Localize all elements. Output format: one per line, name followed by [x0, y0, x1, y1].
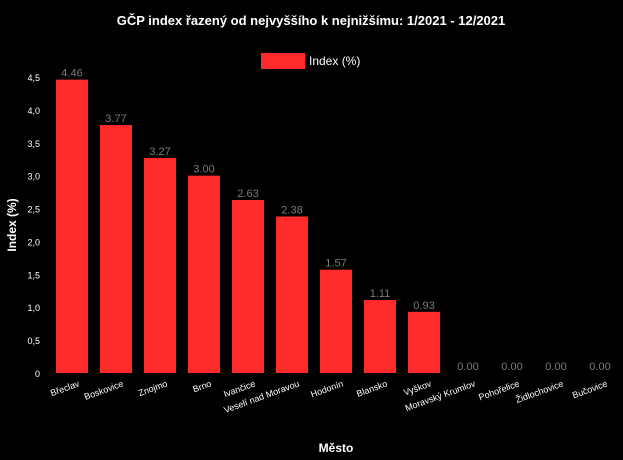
x-tick-label: Bučovice — [571, 378, 609, 400]
legend[interactable]: Index (%) — [261, 53, 360, 69]
x-tick-label: Blansko — [355, 378, 389, 398]
data-label: 2.38 — [281, 204, 302, 216]
y-tick-label: 0,5 — [27, 336, 40, 346]
bar[interactable] — [100, 125, 132, 373]
data-label: 0.00 — [545, 361, 566, 373]
data-label: 4.46 — [61, 68, 82, 80]
data-label: 0.00 — [457, 361, 478, 373]
bar[interactable] — [232, 200, 264, 373]
x-tick-label: Břeclav — [49, 378, 81, 398]
data-label: 3.00 — [193, 164, 214, 176]
y-tick-label: 1,0 — [27, 303, 40, 313]
data-label: 1.11 — [370, 288, 391, 300]
bar[interactable] — [56, 79, 88, 374]
y-tick-label: 3,0 — [27, 172, 40, 182]
data-label: 2.63 — [237, 188, 258, 200]
y-tick-label: 4,0 — [27, 106, 40, 116]
legend-label: Index (%) — [309, 54, 360, 68]
bar[interactable] — [364, 299, 396, 373]
x-tick-label: Židlochovice — [514, 378, 564, 405]
y-tick-label: 2,5 — [27, 205, 40, 215]
data-label: 3.77 — [105, 113, 126, 125]
chart-title: GČP index řazený od nejvyššího k nejnižš… — [117, 13, 505, 28]
data-label: 0.93 — [413, 300, 434, 312]
x-tick-label: Veselí nad Moravou — [222, 378, 300, 415]
x-tick-label: Hodonín — [309, 378, 344, 399]
legend-swatch — [261, 53, 305, 69]
y-tick-label: 0 — [35, 369, 40, 379]
bar[interactable] — [276, 216, 308, 373]
bar[interactable] — [408, 311, 440, 373]
y-tick-label: 2,0 — [27, 237, 40, 247]
x-tick-label: Brno — [191, 378, 212, 394]
bar[interactable] — [144, 157, 176, 373]
x-axis-label: Město — [319, 441, 354, 455]
data-label: 3.27 — [149, 146, 170, 158]
y-tick-label: 3,5 — [27, 139, 40, 149]
bar[interactable] — [320, 269, 352, 373]
x-tick-label: Znojmo — [137, 378, 169, 398]
bar[interactable] — [188, 175, 220, 373]
data-label: 0.00 — [501, 361, 522, 373]
y-tick-label: 4,5 — [27, 73, 40, 83]
y-axis-label: Index (%) — [5, 198, 19, 251]
x-tick-label: Boskovice — [83, 378, 125, 401]
y-tick-label: 1,5 — [27, 270, 40, 280]
x-tick-label: Pohořelice — [477, 378, 520, 402]
data-label: 0.00 — [589, 361, 610, 373]
data-label: 1.57 — [325, 258, 346, 270]
